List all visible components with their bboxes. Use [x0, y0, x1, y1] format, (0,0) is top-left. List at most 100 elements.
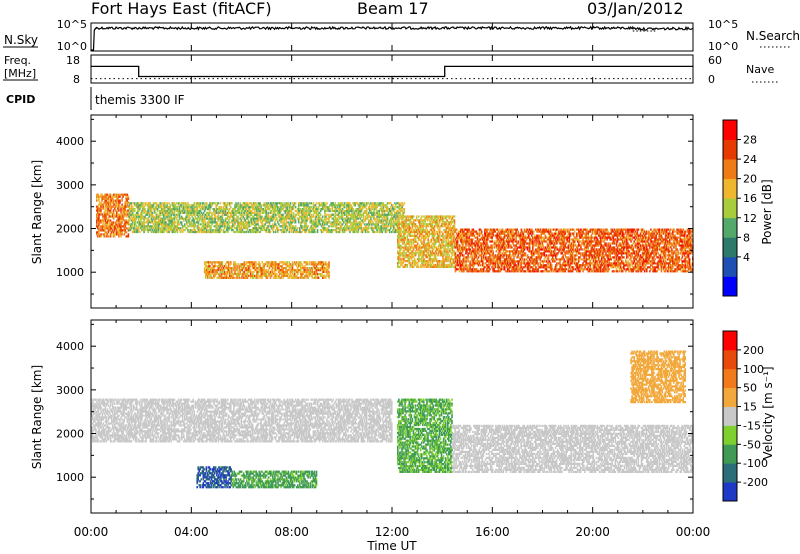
- range-time-cell: [318, 206, 320, 208]
- range-time-cell: [332, 225, 334, 227]
- range-time-cell: [139, 208, 141, 210]
- range-time-cell: [463, 262, 465, 264]
- range-time-cell: [311, 219, 313, 221]
- range-time-cell: [191, 229, 193, 231]
- range-time-cell: [211, 214, 213, 216]
- range-time-cell: [203, 202, 205, 204]
- range-time-cell: [435, 243, 437, 245]
- range-time-cell: [462, 250, 464, 252]
- range-time-cell: [289, 269, 291, 271]
- range-time-cell: [124, 210, 126, 212]
- range-time-cell: [117, 198, 119, 200]
- range-time-cell: [237, 202, 239, 204]
- range-time-cell: [343, 219, 345, 221]
- range-time-cell: [261, 223, 263, 225]
- range-time-cell: [386, 204, 388, 206]
- range-time-cell: [244, 271, 246, 273]
- range-time-cell: [416, 235, 418, 237]
- range-time-cell: [108, 198, 110, 200]
- range-time-cell: [375, 221, 377, 223]
- range-time-cell: [180, 212, 182, 214]
- range-time-cell: [439, 221, 441, 223]
- range-time-cell: [416, 241, 418, 243]
- range-time-cell: [96, 215, 98, 217]
- range-time-cell: [234, 261, 236, 263]
- range-time-cell: [402, 252, 404, 254]
- range-time-cell: [263, 265, 265, 267]
- range-time-cell: [399, 246, 401, 248]
- range-time-cell: [395, 219, 397, 221]
- range-time-cell: [120, 227, 122, 229]
- range-time-cell: [324, 269, 326, 271]
- range-time-cell: [133, 214, 135, 216]
- range-time-cell: [320, 214, 322, 216]
- range-time-cell: [116, 221, 118, 223]
- range-time-cell: [452, 252, 454, 254]
- range-time-cell: [320, 210, 322, 212]
- range-time-cell: [221, 206, 223, 208]
- range-time-cell: [291, 231, 293, 233]
- range-time-cell: [178, 219, 180, 221]
- range-time-cell: [427, 241, 429, 243]
- range-time-cell: [188, 219, 190, 221]
- range-time-cell: [355, 221, 357, 223]
- range-time-cell: [317, 275, 319, 277]
- range-time-cell: [434, 260, 436, 262]
- range-time-cell: [435, 254, 437, 256]
- range-time-cell: [262, 212, 264, 214]
- range-time-cell: [364, 202, 366, 204]
- range-time-cell: [440, 248, 442, 250]
- range-time-cell: [218, 214, 220, 216]
- range-time-cell: [237, 218, 239, 220]
- range-time-cell: [278, 267, 280, 269]
- range-time-cell: [256, 275, 258, 277]
- range-time-cell: [409, 258, 411, 260]
- range-time-cell: [455, 231, 457, 233]
- range-time-cell: [241, 225, 243, 227]
- range-time-cell: [412, 225, 414, 227]
- range-time-cell: [438, 223, 440, 225]
- range-time-cell: [429, 243, 431, 245]
- range-time-cell: [286, 271, 288, 273]
- range-time-cell: [127, 194, 129, 196]
- range-time-cell: [249, 208, 251, 210]
- range-time-cell: [408, 239, 410, 241]
- range-time-cell: [438, 246, 440, 248]
- range-time-cell: [182, 231, 184, 233]
- range-time-cell: [457, 260, 459, 262]
- range-time-cell: [284, 212, 286, 214]
- range-time-cell: [226, 206, 228, 208]
- range-time-cell: [229, 269, 231, 271]
- range-time-cell: [320, 223, 322, 225]
- range-time-cell: [361, 227, 363, 229]
- range-time-cell: [313, 219, 315, 221]
- range-time-cell: [190, 223, 192, 225]
- range-time-cell: [413, 239, 415, 241]
- range-time-cell: [327, 227, 329, 229]
- range-time-cell: [316, 212, 318, 214]
- range-time-cell: [316, 221, 318, 223]
- range-time-cell: [112, 229, 114, 231]
- range-time-cell: [236, 277, 238, 279]
- range-time-cell: [419, 223, 421, 225]
- range-time-cell: [118, 221, 120, 223]
- range-time-cell: [152, 212, 154, 214]
- range-time-cell: [416, 246, 418, 248]
- range-time-cell: [404, 237, 406, 239]
- range-time-cell: [458, 254, 460, 256]
- range-time-cell: [326, 214, 328, 216]
- range-time-cell: [164, 218, 166, 220]
- range-time-cell: [282, 216, 284, 218]
- range-time-cell: [316, 216, 318, 218]
- range-time-cell: [202, 216, 204, 218]
- range-time-cell: [195, 216, 197, 218]
- range-time-cell: [185, 202, 187, 204]
- range-time-cell: [214, 218, 216, 220]
- range-time-cell: [123, 211, 125, 213]
- range-time-cell: [452, 231, 454, 233]
- range-time-cell: [376, 231, 378, 233]
- range-time-cell: [461, 266, 463, 268]
- range-time-cell: [306, 210, 308, 212]
- range-time-cell: [221, 229, 223, 231]
